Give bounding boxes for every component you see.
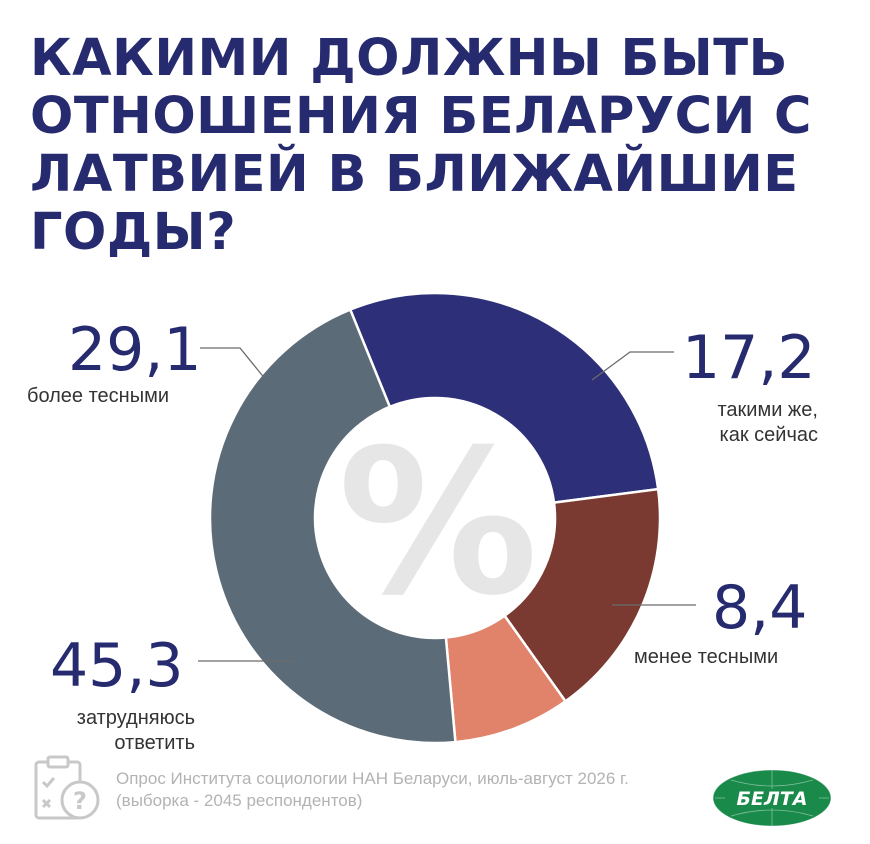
percent-symbol: %: [338, 407, 538, 640]
value-closer: 29,1: [68, 315, 202, 385]
svg-text:?: ?: [73, 787, 87, 815]
label-same-1: такими же,: [717, 399, 818, 421]
slice-closer: [348, 291, 660, 505]
value-less: 8,4: [712, 573, 808, 643]
survey-source-line2: (выборка - 2045 респондентов): [116, 791, 363, 810]
label-same-2: как сейчас: [719, 424, 818, 446]
label-hard-2: ответить: [114, 732, 195, 754]
page-title: КАКИМИ ДОЛЖНЫ БЫТЬ ОТНОШЕНИЯ БЕЛАРУСИ С …: [30, 30, 850, 262]
leader-line-closer: [200, 347, 267, 381]
clipboard-question-icon: ?: [34, 755, 100, 820]
survey-source-line1: Опрос Института социологии НАН Беларуси,…: [116, 769, 629, 788]
slice-hard: [208, 307, 457, 745]
title-line: ГОДЫ?: [30, 203, 237, 262]
belta-logo: БЕЛТА: [712, 769, 832, 827]
value-hard: 45,3: [50, 631, 184, 701]
logo-text: БЕЛТА: [737, 788, 808, 810]
slice-same: [502, 487, 662, 704]
title-line: ОТНОШЕНИЯ БЕЛАРУСИ С: [30, 87, 812, 146]
label-less: менее тесными: [634, 646, 779, 668]
donut-slices: [208, 291, 662, 745]
label-closer: более тесными: [27, 385, 170, 407]
label-hard-1: затрудняюсь: [76, 707, 195, 729]
leader-lines: [198, 347, 696, 662]
title-line: ЛАТВИЕЙ В БЛИЖАЙШИЕ: [30, 145, 799, 204]
value-same: 17,2: [682, 323, 816, 393]
title-line: КАКИМИ ДОЛЖНЫ БЫТЬ: [30, 29, 788, 88]
survey-source: Опрос Института социологии НАН Беларуси,…: [116, 768, 706, 812]
leader-line-same: [591, 351, 674, 381]
